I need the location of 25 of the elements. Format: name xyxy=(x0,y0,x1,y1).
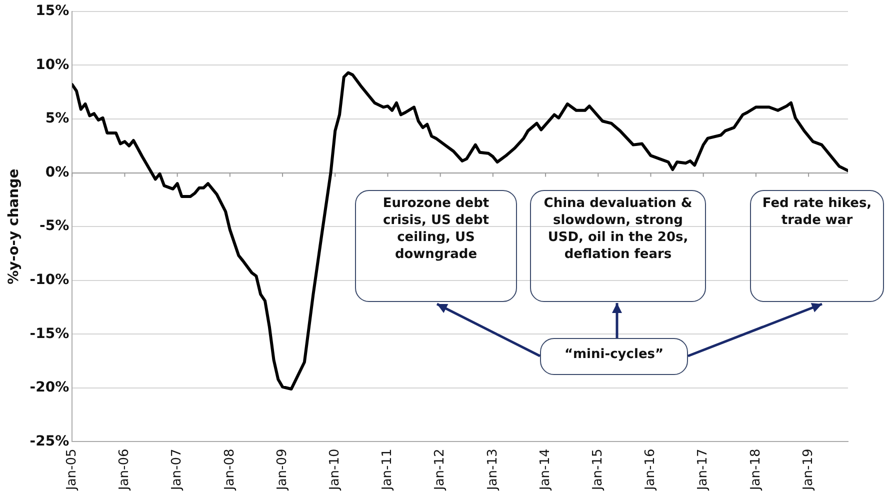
y-tick-label: -5% xyxy=(40,218,70,234)
x-tick-label: Jan-08 xyxy=(222,448,238,492)
x-tick-label: Jan-13 xyxy=(485,448,500,492)
x-tick-label: Jan-10 xyxy=(328,448,343,492)
y-axis-title: %y-o-y change xyxy=(6,168,22,284)
x-tick-label: Jan-16 xyxy=(643,448,658,492)
y-tick-label: -25% xyxy=(30,433,70,450)
x-tick-label: Jan-17 xyxy=(696,448,711,492)
x-tick-label: Jan-09 xyxy=(274,448,290,492)
x-tick-label: Jan-12 xyxy=(432,448,448,492)
x-tick-label: Jan-11 xyxy=(380,448,396,492)
x-tick-label: Jan-14 xyxy=(538,448,553,492)
x-tick-label: Jan-18 xyxy=(748,448,764,492)
y-tick-label: -10% xyxy=(30,272,70,288)
y-tick-label: -15% xyxy=(30,326,70,342)
x-tick-label: Jan-19 xyxy=(800,448,816,492)
y-tick-label: -20% xyxy=(30,380,70,396)
x-tick-label: Jan-06 xyxy=(117,448,132,492)
y-tick-label: 15% xyxy=(36,3,70,20)
x-tick-label: Jan-05 xyxy=(64,448,80,492)
y-tick-label: 10% xyxy=(36,56,70,73)
x-tick-label: Jan-15 xyxy=(590,448,606,492)
y-tick-label: 5% xyxy=(45,110,70,127)
y-tick-label: 0% xyxy=(45,164,70,180)
x-tick-label: Jan-07 xyxy=(170,448,185,492)
